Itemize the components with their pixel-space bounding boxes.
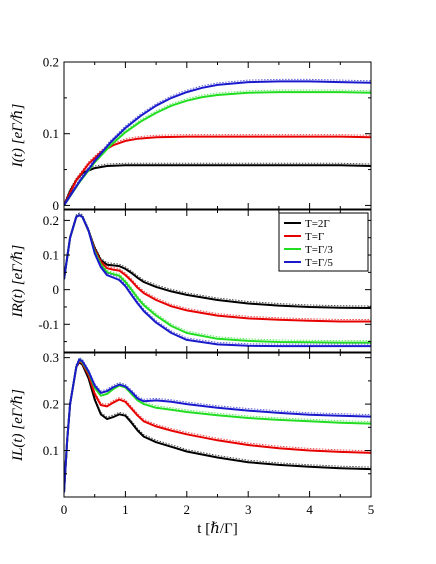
y-tick-label-0-1: 0.1 [43,126,59,141]
y-tick-label-2-0: 0.1 [43,443,59,458]
series-dotted-1-3 [64,212,371,345]
y-tick-label-0-2: 0.2 [43,55,59,70]
x-tick-label-3: 3 [245,502,252,517]
series-line-0-3 [64,80,371,206]
bottom-panel: 0 1 2 3 4 5 0.1 0.2 0.3 IL(t) [eΓ/ℏ] t [ℏ/Γ] [10,350,374,537]
series-dotted-0-1 [64,134,371,204]
series-line-0-0 [64,164,371,206]
series-line-2-3 [64,358,371,493]
legend-entry-2: T=Γ/3 [305,244,333,256]
y-tick-label-1-3: 0.2 [43,213,59,228]
series-line-1-3 [64,214,371,348]
legend-entry-1: T=Γ [305,231,324,243]
series-line-2-0 [64,361,371,493]
series-line-0-2 [64,91,371,206]
y-tick-label-1-0: -0.1 [38,317,59,332]
series-dotted-0-0 [64,162,371,204]
y-axis-label-2: IL(t) [eΓ/ℏ] [10,389,26,462]
series-dotted-2-0 [64,359,371,491]
series-dotted-0-3 [64,78,371,204]
y-axis-label-1: IR(t) [eΓ/ℏ] [10,244,26,318]
x-tick-label-2: 2 [184,502,191,517]
y-axis-label-0: I(t) [eΓ/ℏ] [10,104,26,169]
legend-entry-0: T=2Γ [305,218,330,230]
top-panel: 0 0.1 0.2 I(t) [eΓ/ℏ] [10,55,372,213]
y-tick-label-2-2: 0.3 [43,350,59,365]
x-axis-label: t [ℏ/Γ] [197,521,237,537]
y-tick-label-1-2: 0.1 [43,248,59,263]
series-dotted-2-2 [64,357,371,491]
series-dotted-2-3 [64,356,371,491]
x-tick-label-1: 1 [122,502,129,517]
series-line-2-1 [64,360,371,493]
y-tick-label-0-0: 0 [53,198,60,213]
middle-panel: -0.1 0 0.1 0.2 IR(t) [eΓ/ℏ] T=2ΓT=ΓT=Γ/3T=Γ/5 [10,209,372,353]
series-dotted-2-1 [64,358,371,491]
legend: T=2ΓT=ΓT=Γ/3T=Γ/5 [278,212,369,272]
y-tick-label-2-1: 0.2 [43,397,59,412]
series-line-2-2 [64,359,371,493]
y-tick-label-1-1: 0 [53,282,60,297]
series-line-0-1 [64,135,371,206]
plot-frame-2 [63,352,372,498]
x-tick-label-4: 4 [306,502,313,517]
legend-entry-3: T=Γ/5 [305,257,333,269]
x-tick-label-0: 0 [61,502,68,517]
x-tick-label-5: 5 [368,502,375,517]
